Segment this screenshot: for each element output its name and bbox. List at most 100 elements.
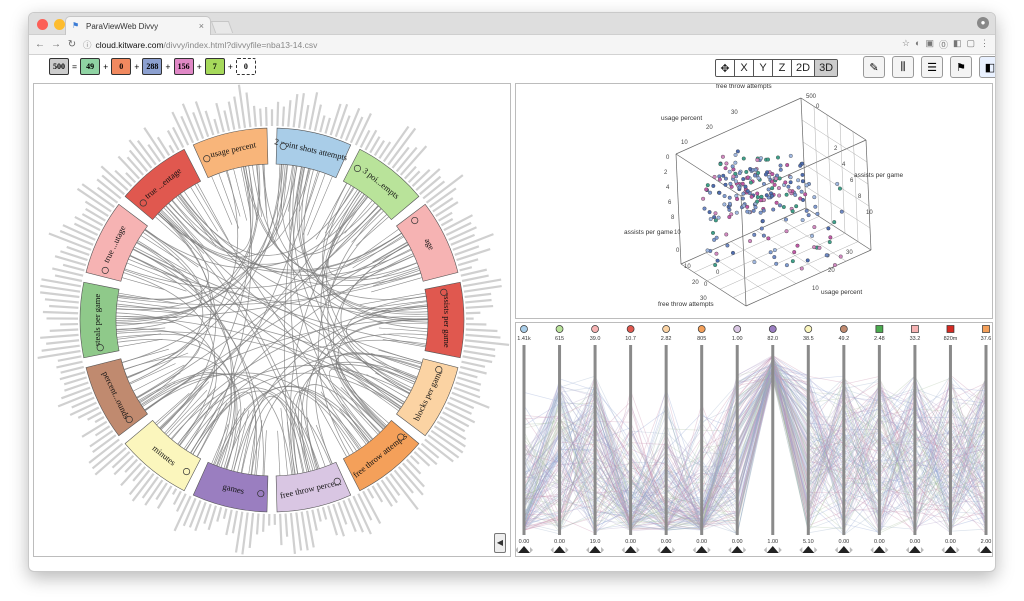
axis-move-right-icon[interactable] [565, 547, 569, 553]
chord-group[interactable]: percent...ounds [85, 348, 197, 437]
close-window-button[interactable] [37, 19, 48, 30]
axis-move-right-icon[interactable] [814, 547, 818, 553]
chord-segment[interactable] [275, 127, 352, 179]
axis-move-left-icon[interactable] [870, 547, 874, 553]
minimize-window-button[interactable] [54, 19, 65, 30]
extension-icon[interactable]: ⓪ [938, 40, 948, 50]
partition-count-box[interactable]: 49 [80, 58, 101, 75]
axis-color-marker[interactable] [555, 325, 564, 333]
axis-move-right-icon[interactable] [743, 547, 747, 553]
axis-sort-icon[interactable] [553, 546, 566, 553]
chord-group[interactable]: free throw attempts [315, 385, 420, 492]
chord-segment[interactable] [85, 358, 148, 437]
axis-move-right-icon[interactable] [920, 547, 924, 553]
chord-group[interactable]: true ...utage [85, 203, 199, 292]
parallel-axis[interactable]: 10.7 0.00 [621, 325, 640, 554]
parallel-axis[interactable]: 615 0.00 [550, 325, 569, 554]
axis-color-marker[interactable] [768, 325, 777, 333]
axis-color-marker[interactable] [911, 325, 919, 333]
view-3d-button[interactable]: 3D [815, 60, 838, 76]
partition-count-box[interactable]: 288 [142, 58, 163, 75]
chord-group[interactable]: games [192, 407, 269, 513]
star-icon[interactable]: ☆ [901, 38, 910, 48]
axis-move-left-icon[interactable] [905, 547, 909, 553]
axis-move-left-icon[interactable] [728, 547, 732, 553]
scatter-3d-panel[interactable]: free throw attempts usage percent assists … [515, 83, 993, 319]
chord-segment[interactable] [192, 461, 269, 513]
axis-move-left-icon[interactable] [941, 547, 945, 553]
menu-icon[interactable]: ⋮ [980, 38, 989, 48]
axis-sort-icon[interactable] [589, 546, 602, 553]
axis-sort-icon[interactable] [980, 546, 992, 553]
axis-sort-icon[interactable] [802, 546, 815, 553]
partition-count-box[interactable]: 7 [204, 58, 225, 75]
url-field[interactable]: ⓘ cloud.kitware.com/divvy/index.html?div… [83, 37, 896, 52]
axis-move-right-icon[interactable] [707, 547, 711, 553]
axis-color-marker[interactable] [697, 325, 706, 333]
view-z-button[interactable]: Z [773, 60, 792, 76]
axis-color-marker[interactable] [591, 325, 599, 333]
axis-move-left-icon[interactable] [586, 547, 590, 553]
chord-group[interactable]: minutes [124, 381, 228, 492]
chord-group[interactable]: true ...entage [124, 148, 229, 254]
parallel-axis[interactable]: 1.00 0.00 [728, 325, 747, 554]
axis-move-right-icon[interactable] [636, 547, 640, 553]
extension-icon[interactable]: ▢ [966, 38, 975, 48]
axis-sort-icon[interactable] [944, 546, 957, 553]
chord-group[interactable]: steals per game [79, 281, 180, 359]
parallel-coordinates-plot[interactable]: 1.41k 0.00 615 0.00 39.0 19.0 10.7 0.00 2.82 0.00… [515, 323, 995, 556]
chord-group[interactable]: age [346, 203, 459, 293]
layout-tool-icon[interactable]: ◧ [979, 56, 995, 78]
parallel-axis[interactable]: 2.48 0.00 [870, 325, 889, 554]
parallel-axis[interactable]: 805 0.00 [692, 325, 711, 554]
chord-group[interactable]: usage percent [192, 127, 269, 229]
chord-segment[interactable] [124, 420, 202, 492]
unselected-count-box[interactable]: 0 [235, 58, 256, 75]
brush-tool-icon[interactable]: ✎ [863, 56, 885, 78]
view-x-button[interactable]: X [735, 60, 754, 76]
axis-move-right-icon[interactable] [849, 547, 853, 553]
axis-sort-icon[interactable] [660, 546, 673, 553]
reset-camera-button[interactable]: ✥ [716, 60, 735, 76]
chord-group[interactable]: blocks per game [345, 349, 459, 437]
parallel-axis[interactable]: 37.6 2.00 [977, 325, 995, 554]
axis-color-marker[interactable] [839, 325, 848, 333]
axis-color-marker[interactable] [626, 325, 635, 333]
chord-segment[interactable] [275, 461, 352, 513]
chord-segment[interactable] [342, 148, 420, 220]
axis-move-left-icon[interactable] [515, 547, 518, 553]
new-tab-button[interactable] [210, 21, 234, 33]
panel-toggle-button[interactable]: ◀ [494, 533, 506, 553]
parallel-axis[interactable]: 82.0 1.00 [763, 325, 782, 554]
axis-sort-icon[interactable] [731, 546, 744, 553]
chord-segment[interactable] [192, 127, 269, 179]
axis-color-marker[interactable] [875, 325, 884, 333]
scatter-3d-plot[interactable]: free throw attempts usage percent assists … [516, 83, 992, 318]
axis-move-right-icon[interactable] [885, 547, 889, 553]
axis-move-right-icon[interactable] [672, 547, 676, 553]
parallel-coords-tool-icon[interactable]: ⫼ [892, 56, 914, 78]
axis-sort-icon[interactable] [873, 546, 886, 553]
partition-count-box[interactable]: 0 [111, 58, 132, 75]
tab-close-icon[interactable]: × [198, 21, 204, 31]
axis-sort-icon[interactable] [837, 546, 850, 553]
parallel-axis[interactable]: 38.5 5.10 [799, 325, 818, 554]
axis-sort-icon[interactable] [766, 546, 779, 553]
parallel-axis[interactable]: 820m 0.00 [941, 325, 960, 554]
axis-move-left-icon[interactable] [692, 547, 696, 553]
selection-tool-icon[interactable]: ⚑ [950, 56, 972, 78]
parallel-axis[interactable]: 49.2 0.00 [834, 325, 853, 554]
chord-segment[interactable] [396, 203, 459, 282]
axis-color-marker[interactable] [520, 325, 528, 333]
axis-color-marker[interactable] [733, 325, 742, 333]
axis-move-right-icon[interactable] [956, 547, 960, 553]
forward-icon[interactable]: → [51, 39, 61, 50]
axis-move-left-icon[interactable] [550, 547, 554, 553]
axis-color-marker[interactable] [662, 325, 671, 333]
parallel-axis[interactable]: 2.82 0.00 [657, 325, 676, 554]
parallel-axis[interactable]: 39.0 19.0 [586, 325, 605, 554]
axis-move-right-icon[interactable] [601, 547, 605, 553]
axis-sort-icon[interactable] [695, 546, 708, 553]
axis-move-left-icon[interactable] [657, 547, 661, 553]
field-list-tool-icon[interactable]: ☰ [921, 56, 943, 78]
